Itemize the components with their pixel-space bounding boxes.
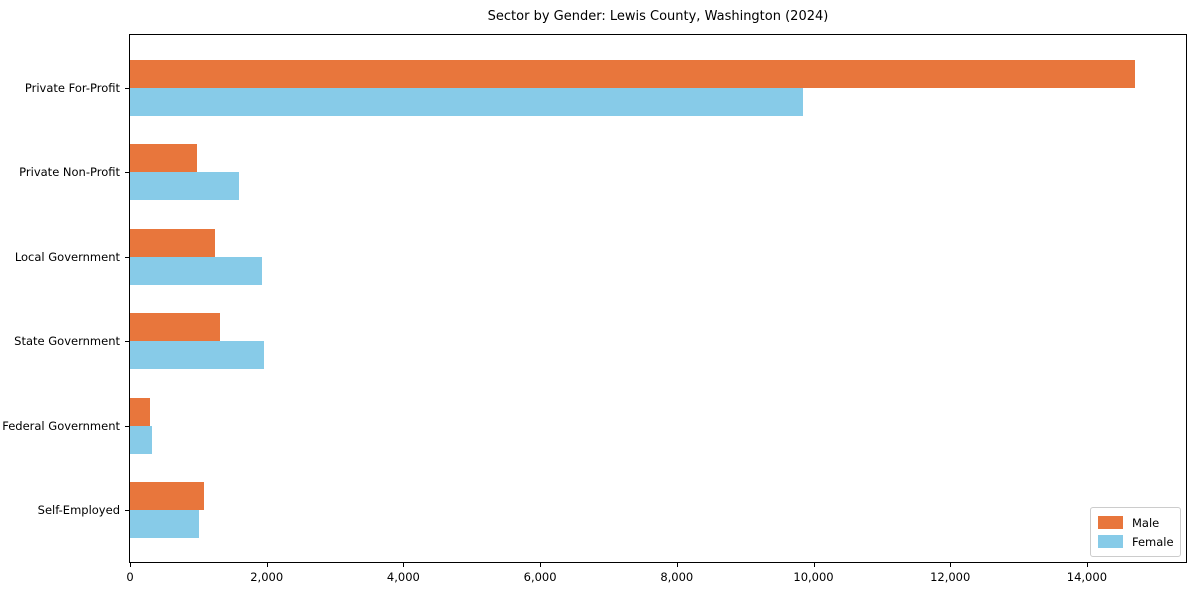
bar-male-state-government xyxy=(130,313,221,342)
y-tick-label-state-government: State Government xyxy=(14,334,120,349)
x-tick-label: 8,000 xyxy=(660,570,694,584)
legend-entry-female: Female xyxy=(1098,532,1174,551)
y-tick-mark xyxy=(125,425,129,427)
y-tick-label-federal-government: Federal Government xyxy=(2,418,120,433)
x-tick-mark xyxy=(540,563,542,567)
bar-female-private-non-profit xyxy=(130,172,239,201)
x-tick-mark xyxy=(403,563,405,567)
x-tick-mark xyxy=(130,563,131,567)
legend-swatch-female xyxy=(1098,535,1123,548)
bar-male-private-non-profit xyxy=(130,144,197,173)
y-tick-label-private-for-profit: Private For-Profit xyxy=(24,81,120,95)
x-tick-label: 14,000 xyxy=(1066,570,1108,584)
bar-female-self-employed xyxy=(130,510,199,538)
y-tick-label-local-government: Local Government xyxy=(14,249,120,264)
x-tick-mark xyxy=(950,563,952,567)
legend: Male Female xyxy=(1090,507,1181,557)
x-tick-label: 10,000 xyxy=(793,570,834,584)
y-tick-label-self-employed: Self-Employed xyxy=(37,503,120,517)
x-tick-mark xyxy=(266,563,268,567)
x-tick-label: 4,000 xyxy=(386,570,420,584)
x-tick-label: 12,000 xyxy=(930,570,971,584)
bar-male-local-government xyxy=(130,228,215,257)
x-tick-label: 2,000 xyxy=(250,570,284,584)
legend-swatch-male xyxy=(1098,516,1123,529)
chart-title: Sector by Gender: Lewis County, Washingt… xyxy=(487,9,829,24)
legend-label-male: Male xyxy=(1132,515,1160,530)
legend-entry-male: Male xyxy=(1098,513,1172,532)
x-tick-mark xyxy=(813,563,815,567)
y-tick-mark xyxy=(125,256,129,258)
x-tick-mark xyxy=(676,563,678,567)
y-tick-mark xyxy=(125,172,129,174)
bar-male-self-employed xyxy=(130,482,204,510)
y-tick-mark xyxy=(125,88,129,89)
bar-male-federal-government xyxy=(130,397,150,426)
bar-male-private-for-profit xyxy=(130,60,1135,88)
bar-female-local-government xyxy=(130,256,262,285)
plot-area xyxy=(129,34,1187,563)
legend-label-female: Female xyxy=(1132,534,1174,549)
x-tick-label: 6,000 xyxy=(523,570,557,584)
y-tick-mark xyxy=(125,510,129,511)
bar-female-federal-government xyxy=(130,425,153,454)
y-tick-mark xyxy=(125,341,129,343)
x-tick-label: 0 xyxy=(126,570,134,584)
bar-female-private-for-profit xyxy=(130,88,803,116)
x-tick-mark xyxy=(1086,563,1088,567)
y-tick-label-private-non-profit: Private Non-Profit xyxy=(19,165,120,180)
bar-female-state-government xyxy=(130,341,264,370)
